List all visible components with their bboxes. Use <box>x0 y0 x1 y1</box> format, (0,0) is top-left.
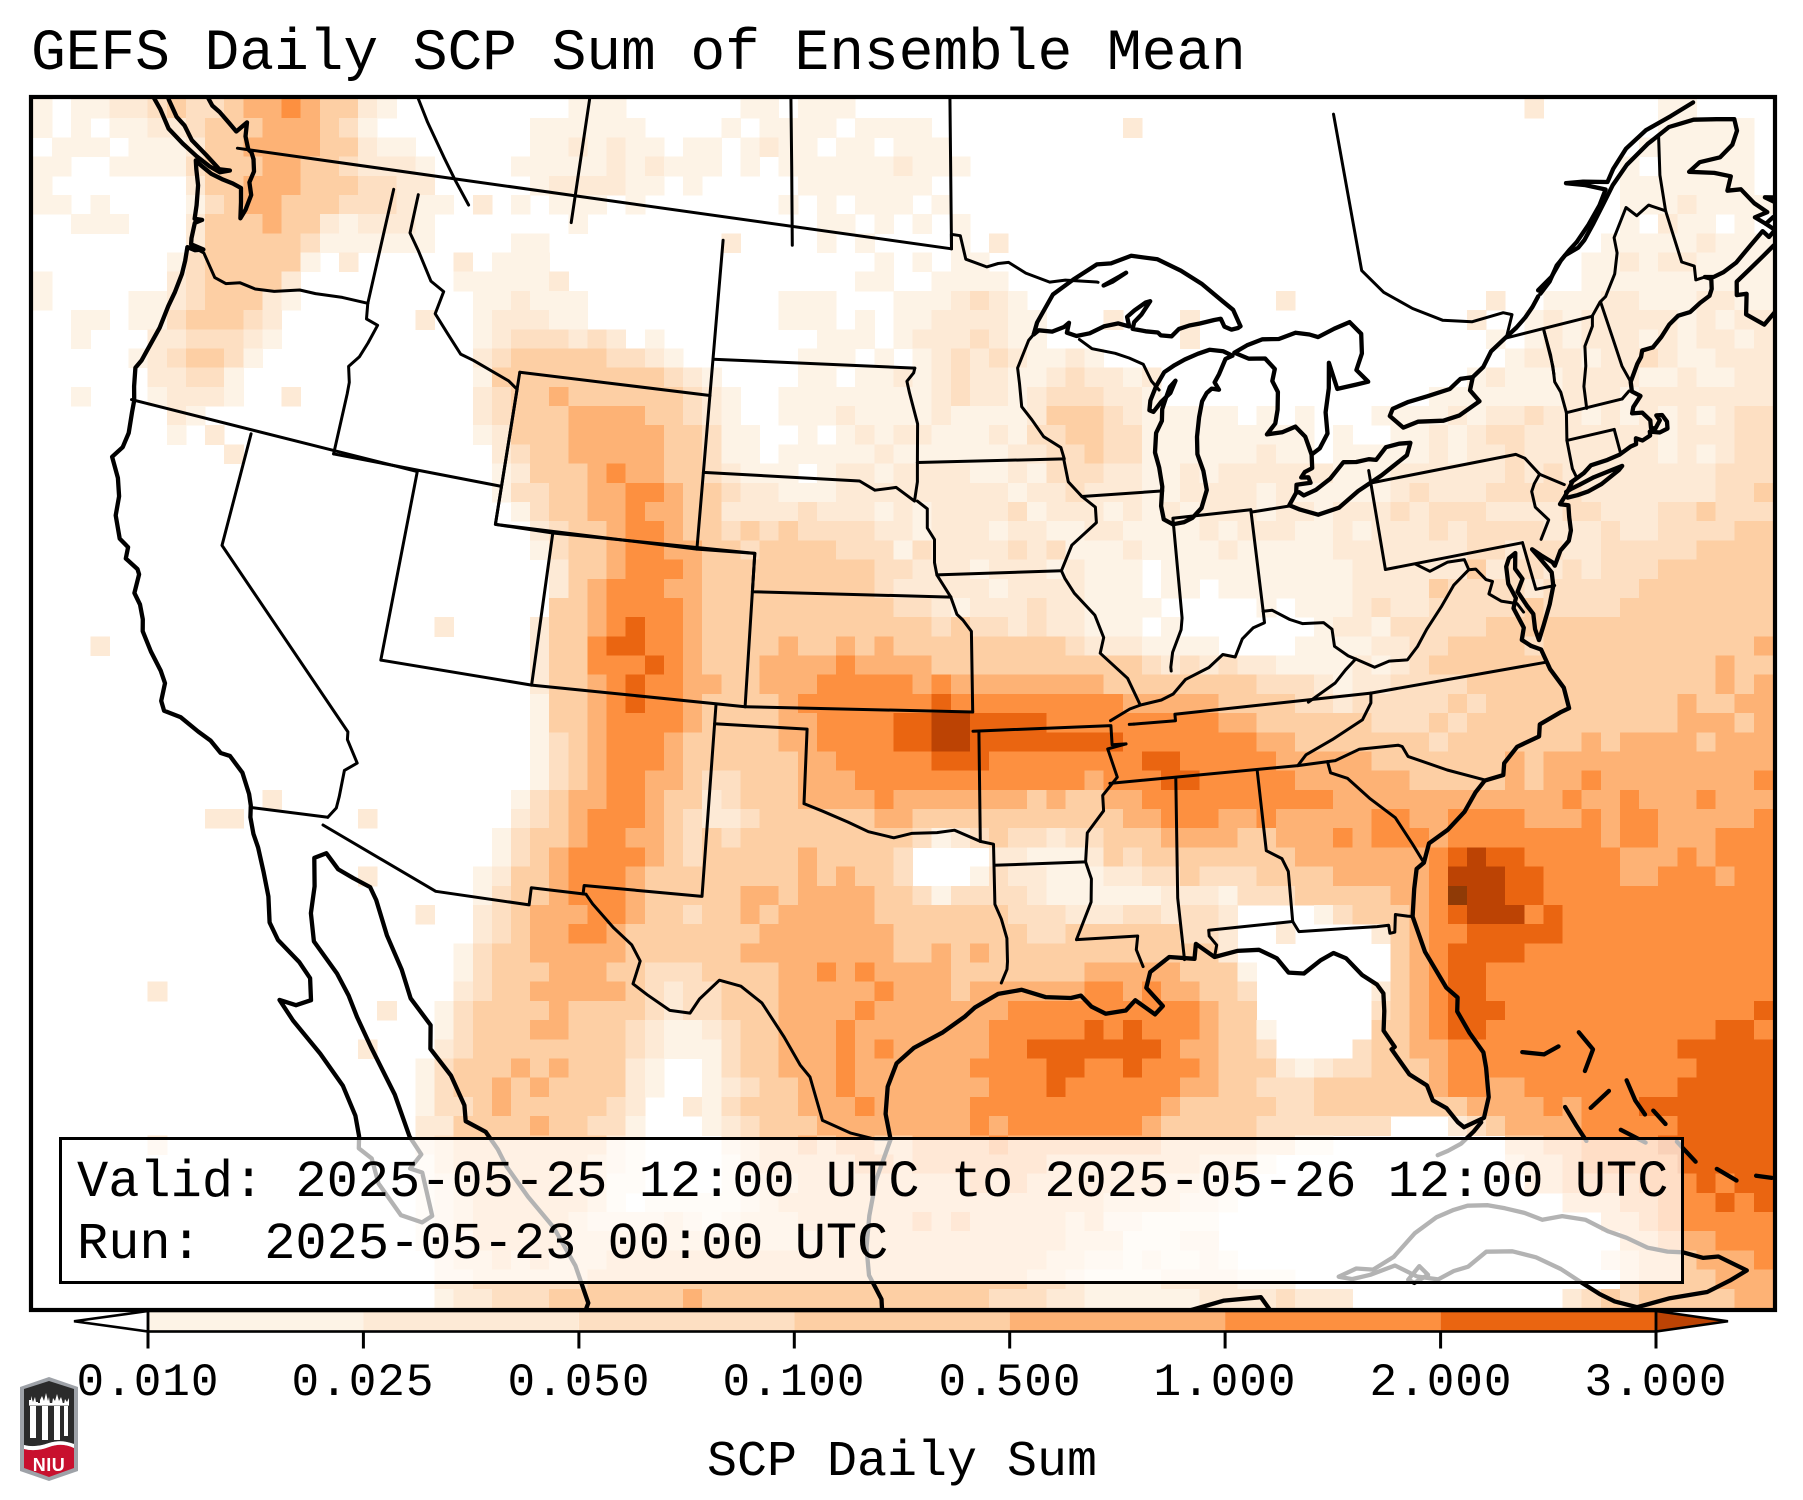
svg-text:NIU: NIU <box>33 1455 66 1475</box>
